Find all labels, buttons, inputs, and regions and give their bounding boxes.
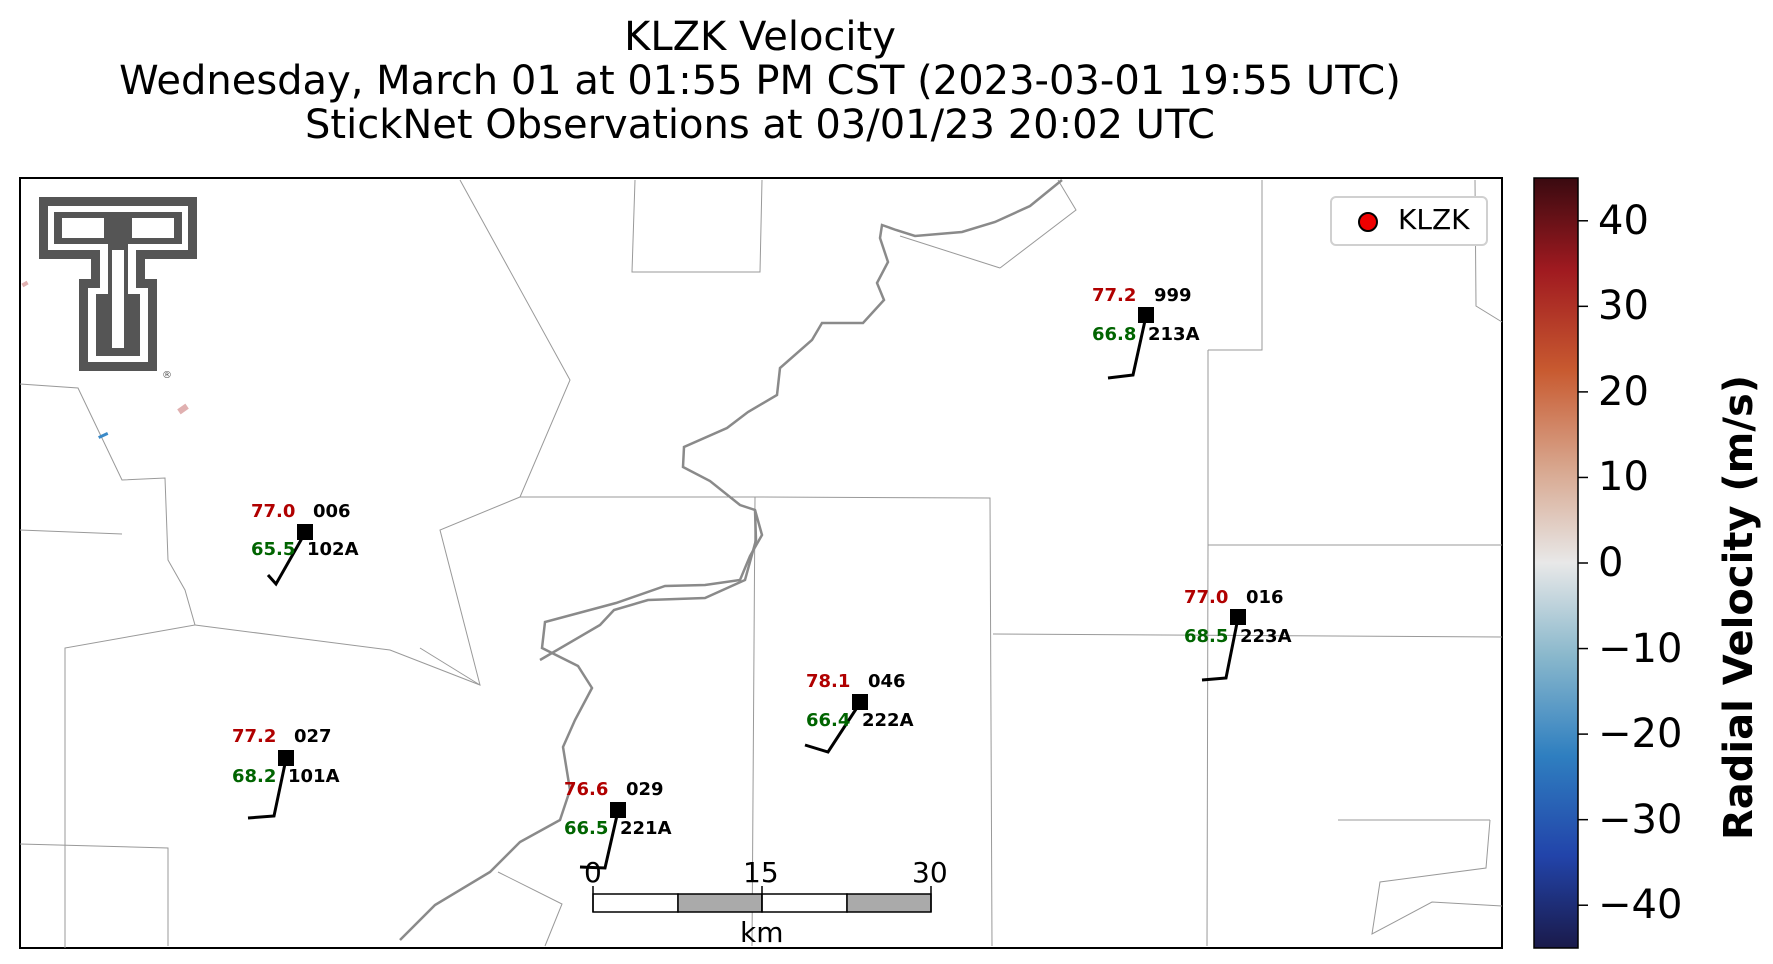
colorbar-tick-label: 30 [1598,283,1649,330]
wind-barb-029 [579,810,620,870]
station-temp-046: 78.1 [806,671,851,692]
station-temp-029: 76.6 [564,779,609,800]
colorbar-tick-label: 0 [1598,540,1624,586]
colorbar-tick-label: 40 [1598,197,1649,244]
scale-tick-15: 15 [743,856,779,889]
wind-barb-999 [1107,315,1148,380]
station-name-006: 102A [307,539,359,560]
station-marker-999[interactable] [1138,307,1154,323]
colorbar-tick-label: −40 [1598,882,1683,929]
station-id-027: 027 [294,726,332,747]
legend-label: KLZK [1398,203,1470,236]
scale-tick-30: 30 [912,856,948,889]
station-marker-006[interactable] [297,524,313,540]
station-marker-029[interactable] [610,802,626,818]
scale-tick-0: 0 [584,856,602,889]
title-line-1: KLZK Velocity [624,14,896,60]
river-branch [539,509,758,662]
station-id-029: 029 [626,779,664,800]
station-marker-027[interactable] [278,750,294,766]
station-marker-046[interactable] [852,694,868,710]
colorbar-tick-label: 10 [1598,454,1649,501]
scale-unit: km [740,916,784,949]
river [399,179,1063,941]
texas-tech-double-t-logo: ® [39,197,197,381]
wind-barb-016 [1201,617,1240,682]
station-dewpoint-027: 68.2 [232,766,277,787]
legend: KLZK [1330,196,1488,246]
station-name-016: 223A [1240,626,1292,647]
station-id-016: 016 [1246,587,1284,608]
station-marker-016[interactable] [1230,609,1246,625]
station-name-029: 221A [620,818,672,839]
station-name-046: 222A [862,710,914,731]
scale-bar [592,886,932,913]
station-dewpoint-999: 66.8 [1092,324,1137,345]
station-dewpoint-006: 65.5 [251,539,296,560]
title-line-2: Wednesday, March 01 at 01:55 PM CST (202… [119,58,1401,104]
colorbar-tick-label: −20 [1598,711,1683,758]
colorbar-tick-label: −10 [1598,625,1683,672]
wind-barb-046 [804,702,862,754]
station-id-999: 999 [1154,285,1192,306]
station-name-027: 101A [288,766,340,787]
station-dewpoint-029: 66.5 [564,818,609,839]
station-id-006: 006 [313,501,351,522]
colorbar-tick-label: 20 [1598,368,1649,415]
colorbar-tick-label: −30 [1598,796,1683,843]
colorbar-label: Radial Velocity (m/s) [1716,374,1762,840]
station-temp-006: 77.0 [251,501,296,522]
station-temp-027: 77.2 [232,726,277,747]
radar-echoes [21,280,189,439]
station-dewpoint-046: 66.4 [806,710,851,731]
radar-marker-icon [1358,212,1378,232]
wind-barb-006 [266,532,307,587]
colorbar [1533,177,1579,949]
county-boundaries [19,179,1503,948]
station-id-046: 046 [868,671,906,692]
station-temp-999: 77.2 [1092,285,1137,306]
wind-barb-027 [247,758,288,820]
station-temp-016: 77.0 [1184,587,1229,608]
svg-text:®: ® [162,370,172,381]
station-name-999: 213A [1148,324,1200,345]
station-dewpoint-016: 68.5 [1184,626,1229,647]
title-line-3: StickNet Observations at 03/01/23 20:02 … [305,102,1215,148]
map-frame [19,177,1503,949]
